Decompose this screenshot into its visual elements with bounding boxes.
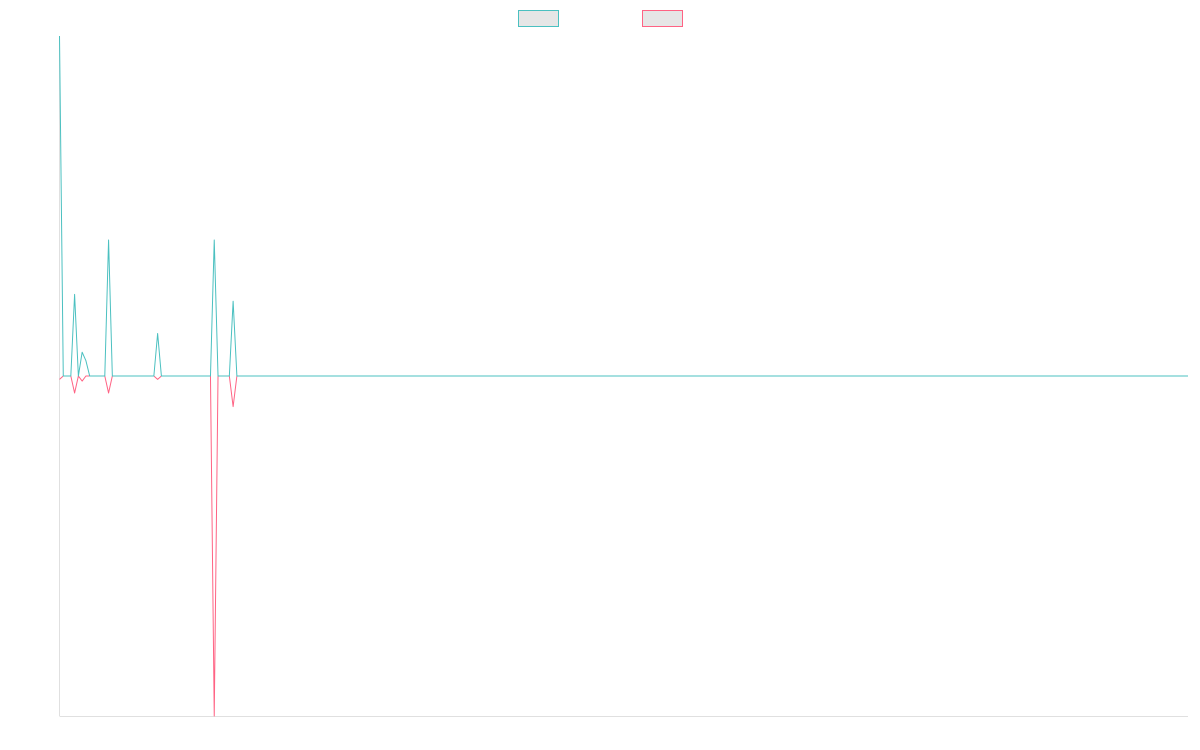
legend-swatch-0[interactable] — [518, 10, 559, 27]
data-point-series1-0[interactable] — [57, 376, 63, 382]
data-point-series1-4[interactable] — [155, 376, 161, 382]
axes — [59, 36, 1188, 717]
data-point-series0-0[interactable] — [57, 33, 63, 39]
data-point-series0-4[interactable] — [106, 237, 112, 243]
data-point-series0-2[interactable] — [79, 349, 85, 355]
data-point-series0-1[interactable] — [72, 291, 78, 297]
data-point-series1-6[interactable] — [230, 404, 236, 410]
data-point-series0-5[interactable] — [155, 331, 161, 337]
series-line-0 — [59, 35, 1188, 377]
data-point-series0-7[interactable] — [230, 298, 236, 304]
data-point-series1-1[interactable] — [72, 390, 78, 396]
data-point-series1-5[interactable] — [211, 713, 217, 719]
legend[interactable] — [518, 10, 683, 27]
series-line-1 — [59, 375, 1188, 717]
data-point-series0-3[interactable] — [83, 358, 89, 364]
legend-swatch-1[interactable] — [642, 10, 683, 27]
data-point-series1-2[interactable] — [79, 378, 85, 384]
series-group — [57, 33, 1188, 719]
data-point-series1-3[interactable] — [106, 390, 112, 396]
data-point-series0-6[interactable] — [211, 237, 217, 243]
